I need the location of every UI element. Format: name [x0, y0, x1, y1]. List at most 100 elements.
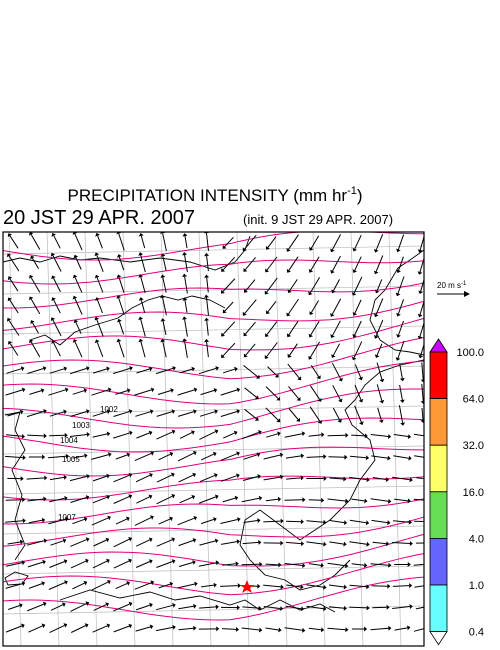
- wind-vector: [332, 320, 341, 336]
- wind-vector: [243, 454, 258, 460]
- wind-vector-head: [169, 451, 174, 457]
- colorbar-segment: [429, 584, 448, 632]
- isobar: [3, 553, 424, 596]
- wind-vector: [349, 541, 367, 545]
- wind-vector-head: [182, 273, 188, 277]
- wind-vector-head: [128, 494, 133, 499]
- wind-vector-head: [94, 274, 100, 279]
- wind-vector: [349, 584, 367, 588]
- wind-vector: [140, 319, 146, 337]
- wind-vector: [263, 606, 281, 609]
- wind-vector-head: [400, 422, 406, 426]
- wind-vector: [371, 519, 388, 524]
- wind-vector-head: [86, 366, 90, 371]
- wind-vector: [421, 383, 424, 402]
- wind-vector-head: [128, 472, 133, 478]
- wind-vector-head: [323, 476, 327, 481]
- wind-vector: [349, 519, 367, 524]
- parallel: [3, 565, 424, 575]
- wind-vector: [135, 411, 151, 417]
- wind-vector: [284, 563, 303, 566]
- wind-vector: [328, 519, 345, 524]
- wind-vector: [206, 233, 209, 251]
- init-time: (init. 9 JST 29 APR. 2007): [243, 212, 393, 227]
- wind-vector: [285, 455, 302, 459]
- isobar: [3, 576, 424, 621]
- wind-vector-head: [42, 559, 46, 565]
- wind-vector: [72, 582, 85, 590]
- colorbar-segment: [429, 538, 448, 586]
- meridian: [312, 232, 326, 646]
- wind-vector-head: [204, 317, 210, 321]
- wind-vector: [392, 542, 410, 544]
- wind-vector-head: [399, 377, 405, 382]
- wind-vector-head: [171, 537, 176, 542]
- wind-vector: [224, 301, 234, 312]
- wind-vector-head: [182, 338, 188, 342]
- wind-vector: [349, 455, 367, 459]
- wind-vector-head: [149, 602, 153, 608]
- wind-vector-head: [236, 539, 240, 545]
- wind-vector: [419, 235, 424, 251]
- wind-vector: [220, 453, 238, 461]
- wind-vector-head: [243, 353, 248, 358]
- wind-vector-head: [216, 626, 220, 632]
- meridian: [350, 232, 364, 646]
- wind-vector-head: [7, 297, 12, 302]
- wind-vector-head: [286, 333, 292, 338]
- wind-vector-head: [242, 247, 247, 252]
- wind-vector-head: [308, 268, 314, 273]
- wind-vector: [49, 497, 65, 503]
- wind-vector-head: [148, 559, 153, 564]
- wind-vector-head: [338, 398, 343, 403]
- wind-vector: [198, 562, 217, 567]
- wind-vector: [92, 433, 108, 438]
- wind-vector: [416, 477, 424, 480]
- wind-vector-head: [85, 601, 90, 606]
- wind-vector: [118, 233, 125, 251]
- wind-vector: [179, 496, 193, 504]
- wind-vector: [140, 341, 146, 358]
- wind-vector: [199, 474, 216, 483]
- parallel: [3, 245, 424, 255]
- wind-vector: [245, 321, 256, 335]
- wind-vector: [206, 320, 209, 336]
- wind-vector: [115, 518, 128, 525]
- wind-vector-head: [148, 366, 153, 372]
- wind-vector: [28, 519, 43, 524]
- wind-vector: [96, 342, 104, 357]
- wind-vector: [222, 563, 236, 566]
- wind-vector-head: [64, 432, 68, 438]
- wind-vector: [200, 453, 215, 461]
- wind-vector: [27, 603, 44, 612]
- wind-vector-head: [72, 339, 78, 343]
- wind-vector-head: [345, 498, 349, 504]
- wind-vector-head: [365, 520, 370, 526]
- parallel: [3, 285, 424, 295]
- wind-vector-head: [287, 289, 292, 293]
- wind-vector-head: [364, 433, 368, 439]
- wind-vector-head: [43, 538, 48, 544]
- wind-vector: [353, 341, 363, 358]
- wind-vector: [394, 627, 408, 631]
- wind-vector-head: [388, 625, 392, 631]
- wind-vector: [30, 341, 41, 358]
- wind-vector-head: [213, 582, 217, 588]
- wind-vector: [266, 342, 278, 357]
- wind-vector-head: [301, 431, 306, 437]
- wind-vector-head: [172, 366, 176, 371]
- wind-vector: [265, 386, 279, 399]
- wind-vector-head: [264, 355, 269, 359]
- wind-vector: [329, 477, 344, 480]
- wind-vector: [115, 582, 128, 590]
- wind-vector-head: [396, 248, 401, 253]
- wind-vector: [69, 434, 88, 437]
- wind-vector-head: [214, 538, 219, 544]
- wind-vector: [74, 341, 83, 358]
- wind-vector-head: [409, 541, 413, 546]
- wind-vector: [140, 235, 146, 249]
- wind-vector: [263, 520, 281, 523]
- wind-vector: [72, 390, 85, 395]
- wind-vector: [156, 604, 173, 611]
- wind-vector: [415, 606, 424, 610]
